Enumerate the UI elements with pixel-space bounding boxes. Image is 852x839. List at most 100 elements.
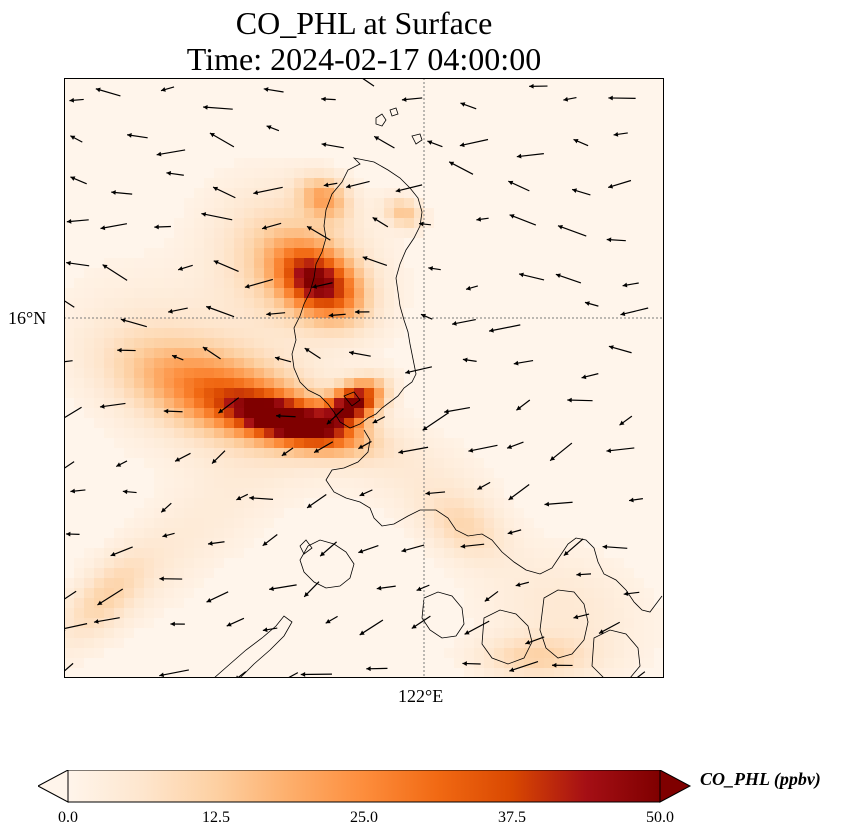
plume-cell bbox=[244, 368, 254, 378]
plume-cell bbox=[354, 448, 364, 458]
plume-cell bbox=[424, 208, 434, 218]
plume-cell bbox=[174, 408, 184, 418]
plume-cell bbox=[444, 538, 454, 548]
plume-cell bbox=[334, 208, 344, 218]
plume-cell bbox=[504, 628, 514, 638]
plume-cell bbox=[324, 218, 334, 228]
wind-vector bbox=[448, 161, 474, 175]
plume-cell bbox=[234, 368, 244, 378]
wind-vector bbox=[416, 584, 430, 592]
plume-cell bbox=[154, 538, 164, 548]
plume-cell bbox=[284, 428, 294, 438]
plume-cell bbox=[114, 438, 124, 448]
plume-cell bbox=[284, 218, 294, 228]
plume-cell bbox=[104, 568, 114, 578]
plume-cell bbox=[84, 558, 94, 568]
plume-cell bbox=[554, 578, 564, 588]
plume-cell bbox=[94, 318, 104, 328]
plume-cell bbox=[434, 478, 444, 488]
plume-cell bbox=[374, 428, 384, 438]
plume-cell bbox=[234, 508, 244, 518]
plume-cell bbox=[634, 658, 644, 668]
plume-cell bbox=[494, 608, 504, 618]
plume-cell bbox=[144, 548, 154, 558]
plume-cell bbox=[284, 278, 294, 288]
plume-cell bbox=[544, 568, 554, 578]
colorbar-gradient bbox=[67, 770, 661, 803]
plume-cell bbox=[214, 508, 224, 518]
plume-cell bbox=[164, 258, 174, 268]
plume-cell bbox=[464, 458, 474, 468]
plume-cell bbox=[214, 358, 224, 368]
wind-vector bbox=[464, 620, 490, 635]
plume-cell bbox=[494, 498, 504, 508]
plume-cell bbox=[144, 368, 154, 378]
plume-cell bbox=[244, 508, 254, 518]
plume-cell bbox=[354, 268, 364, 278]
plume-cell bbox=[304, 278, 314, 288]
plume-cell bbox=[224, 278, 234, 288]
plume-cell bbox=[414, 508, 424, 518]
plume-cell bbox=[224, 228, 234, 238]
plume-cell bbox=[64, 608, 74, 618]
plume-cell bbox=[274, 408, 284, 418]
plume-cell bbox=[454, 448, 464, 458]
longitude-label: 122°E bbox=[398, 686, 444, 706]
plume-cell bbox=[464, 508, 474, 518]
plume-cell bbox=[194, 198, 204, 208]
plume-cell bbox=[184, 358, 194, 368]
plume-cell bbox=[164, 358, 174, 368]
wind-vector bbox=[99, 402, 126, 409]
plume-cell bbox=[334, 308, 344, 318]
plume-cell bbox=[294, 398, 304, 408]
plume-cell bbox=[114, 318, 124, 328]
plume-cell bbox=[214, 298, 224, 308]
plume-cell bbox=[64, 588, 74, 598]
plume-cell bbox=[214, 488, 224, 498]
plume-cell bbox=[394, 218, 404, 228]
plume-cell bbox=[124, 338, 134, 348]
plume-cell bbox=[94, 268, 104, 278]
plume-cell bbox=[274, 208, 284, 218]
plume-cell bbox=[334, 368, 344, 378]
plume-cell bbox=[444, 478, 454, 488]
plume-cell bbox=[244, 388, 254, 398]
plume-cell bbox=[114, 618, 124, 628]
wind-vector bbox=[476, 216, 489, 222]
plume-cell bbox=[314, 468, 324, 478]
wind-vector bbox=[127, 133, 148, 139]
wind-vector bbox=[628, 497, 643, 503]
plume-cell bbox=[334, 438, 344, 448]
plume-cell bbox=[144, 378, 154, 388]
plume-cell bbox=[284, 498, 294, 508]
wind-vector bbox=[170, 621, 185, 627]
plume-cell bbox=[594, 608, 604, 618]
plume-cell bbox=[404, 228, 414, 238]
plume-cell bbox=[194, 188, 204, 198]
plume-cell bbox=[454, 508, 464, 518]
plume-cell bbox=[384, 378, 394, 388]
plume-cell bbox=[304, 158, 314, 168]
plume-cell bbox=[184, 208, 194, 218]
wind-vector bbox=[358, 440, 372, 450]
plume-cell bbox=[184, 418, 194, 428]
plume-cell bbox=[544, 648, 554, 658]
plume-cell bbox=[284, 298, 294, 308]
plume-cell bbox=[554, 608, 564, 618]
plume-cell bbox=[194, 388, 204, 398]
plume-cell bbox=[314, 188, 324, 198]
plume-cell bbox=[204, 528, 214, 538]
plume-cell bbox=[624, 578, 634, 588]
plume-cell bbox=[414, 438, 424, 448]
plume-cell bbox=[524, 628, 534, 638]
plume-cell bbox=[634, 638, 644, 648]
plume-cell bbox=[384, 248, 394, 258]
plume-cell bbox=[324, 328, 334, 338]
plume-cell bbox=[244, 308, 254, 318]
plume-cell bbox=[274, 468, 284, 478]
plume-cell bbox=[294, 348, 304, 358]
plume-cell bbox=[214, 338, 224, 348]
plume-cell bbox=[434, 548, 444, 558]
plume-cell bbox=[104, 408, 114, 418]
plume-cell bbox=[244, 418, 254, 428]
